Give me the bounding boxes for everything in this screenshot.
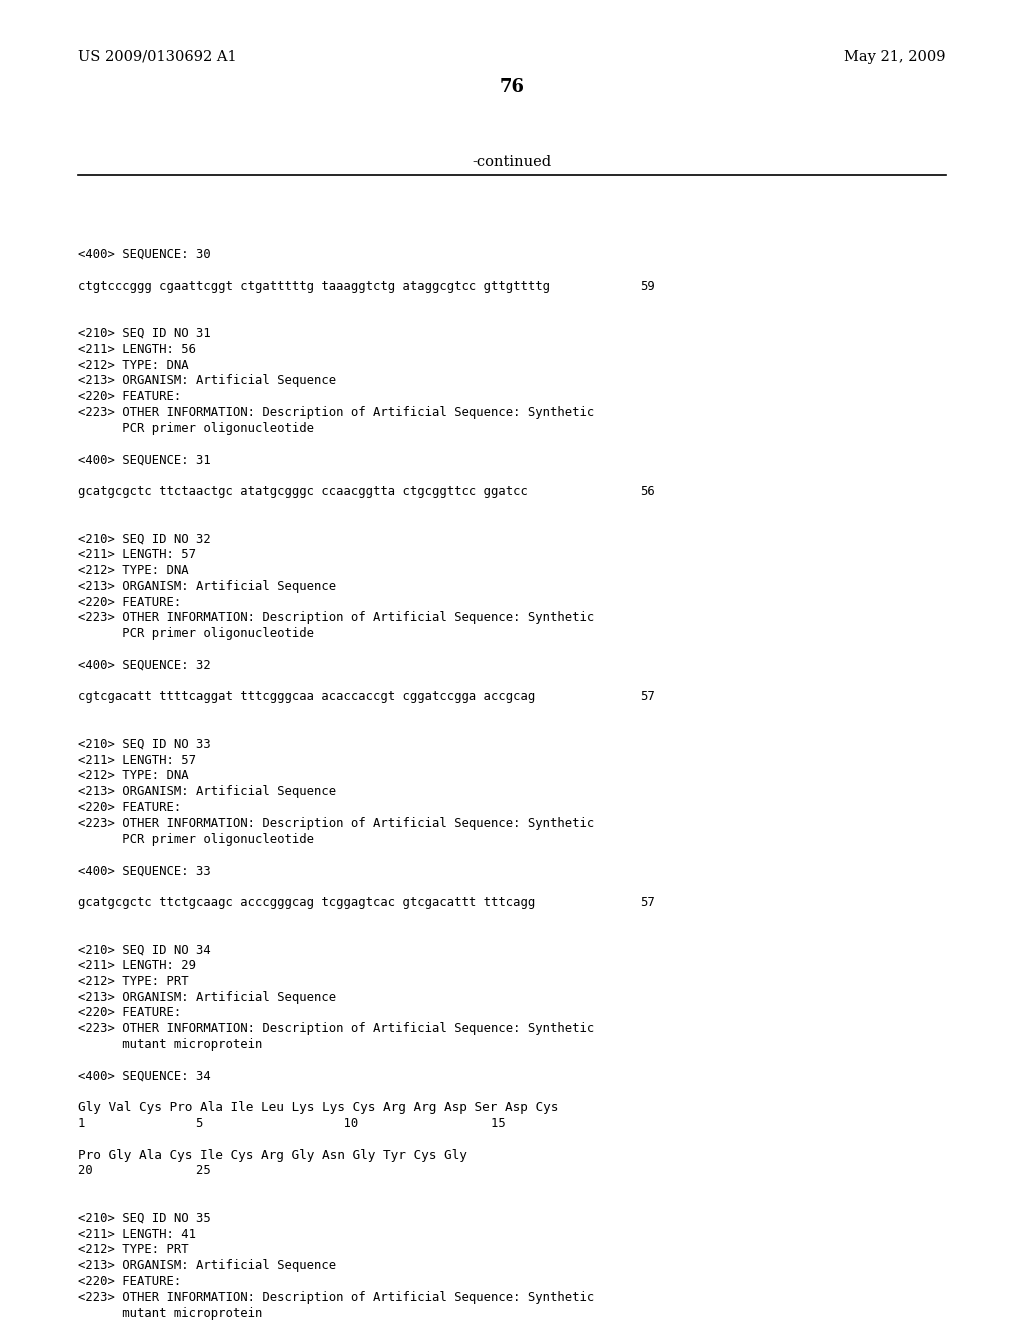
Text: 59: 59 (640, 280, 654, 293)
Text: <400> SEQUENCE: 32: <400> SEQUENCE: 32 (78, 659, 211, 672)
Text: <220> FEATURE:: <220> FEATURE: (78, 1006, 181, 1019)
Text: <211> LENGTH: 57: <211> LENGTH: 57 (78, 548, 196, 561)
Text: ctgtcccggg cgaattcggt ctgatttttg taaaggtctg ataggcgtcc gttgttttg: ctgtcccggg cgaattcggt ctgatttttg taaaggt… (78, 280, 550, 293)
Text: <213> ORGANISM: Artificial Sequence: <213> ORGANISM: Artificial Sequence (78, 990, 336, 1003)
Text: 20              25: 20 25 (78, 1164, 211, 1177)
Text: mutant microprotein: mutant microprotein (78, 1307, 262, 1320)
Text: 76: 76 (500, 78, 524, 96)
Text: <223> OTHER INFORMATION: Description of Artificial Sequence: Synthetic: <223> OTHER INFORMATION: Description of … (78, 1022, 594, 1035)
Text: 1               5                   10                  15: 1 5 10 15 (78, 1117, 506, 1130)
Text: mutant microprotein: mutant microprotein (78, 1038, 262, 1051)
Text: <210> SEQ ID NO 32: <210> SEQ ID NO 32 (78, 532, 211, 545)
Text: <212> TYPE: DNA: <212> TYPE: DNA (78, 564, 188, 577)
Text: Pro Gly Ala Cys Ile Cys Arg Gly Asn Gly Tyr Cys Gly: Pro Gly Ala Cys Ile Cys Arg Gly Asn Gly … (78, 1148, 467, 1162)
Text: <400> SEQUENCE: 33: <400> SEQUENCE: 33 (78, 865, 211, 878)
Text: 57: 57 (640, 690, 654, 704)
Text: PCR primer oligonucleotide: PCR primer oligonucleotide (78, 422, 314, 434)
Text: <400> SEQUENCE: 30: <400> SEQUENCE: 30 (78, 248, 211, 261)
Text: <220> FEATURE:: <220> FEATURE: (78, 801, 181, 814)
Text: <212> TYPE: PRT: <212> TYPE: PRT (78, 974, 188, 987)
Text: <400> SEQUENCE: 34: <400> SEQUENCE: 34 (78, 1069, 211, 1082)
Text: PCR primer oligonucleotide: PCR primer oligonucleotide (78, 833, 314, 846)
Text: <223> OTHER INFORMATION: Description of Artificial Sequence: Synthetic: <223> OTHER INFORMATION: Description of … (78, 407, 594, 418)
Text: <210> SEQ ID NO 35: <210> SEQ ID NO 35 (78, 1212, 211, 1225)
Text: <210> SEQ ID NO 34: <210> SEQ ID NO 34 (78, 944, 211, 956)
Text: <220> FEATURE:: <220> FEATURE: (78, 1275, 181, 1288)
Text: <211> LENGTH: 56: <211> LENGTH: 56 (78, 343, 196, 356)
Text: <400> SEQUENCE: 31: <400> SEQUENCE: 31 (78, 453, 211, 466)
Text: Gly Val Cys Pro Ala Ile Leu Lys Lys Cys Arg Arg Asp Ser Asp Cys: Gly Val Cys Pro Ala Ile Leu Lys Lys Cys … (78, 1101, 558, 1114)
Text: <211> LENGTH: 29: <211> LENGTH: 29 (78, 960, 196, 972)
Text: US 2009/0130692 A1: US 2009/0130692 A1 (78, 50, 237, 63)
Text: 57: 57 (640, 896, 654, 908)
Text: PCR primer oligonucleotide: PCR primer oligonucleotide (78, 627, 314, 640)
Text: <212> TYPE: PRT: <212> TYPE: PRT (78, 1243, 188, 1257)
Text: <211> LENGTH: 41: <211> LENGTH: 41 (78, 1228, 196, 1241)
Text: -continued: -continued (472, 154, 552, 169)
Text: <211> LENGTH: 57: <211> LENGTH: 57 (78, 754, 196, 767)
Text: <210> SEQ ID NO 31: <210> SEQ ID NO 31 (78, 327, 211, 341)
Text: <212> TYPE: DNA: <212> TYPE: DNA (78, 359, 188, 372)
Text: <210> SEQ ID NO 33: <210> SEQ ID NO 33 (78, 738, 211, 751)
Text: <223> OTHER INFORMATION: Description of Artificial Sequence: Synthetic: <223> OTHER INFORMATION: Description of … (78, 611, 594, 624)
Text: <213> ORGANISM: Artificial Sequence: <213> ORGANISM: Artificial Sequence (78, 785, 336, 799)
Text: <220> FEATURE:: <220> FEATURE: (78, 391, 181, 403)
Text: <223> OTHER INFORMATION: Description of Artificial Sequence: Synthetic: <223> OTHER INFORMATION: Description of … (78, 1291, 594, 1304)
Text: <212> TYPE: DNA: <212> TYPE: DNA (78, 770, 188, 783)
Text: gcatgcgctc ttctaactgc atatgcgggc ccaacggtta ctgcggttcc ggatcc: gcatgcgctc ttctaactgc atatgcgggc ccaacgg… (78, 484, 528, 498)
Text: cgtcgacatt ttttcaggat tttcgggcaa acaccaccgt cggatccgga accgcag: cgtcgacatt ttttcaggat tttcgggcaa acaccac… (78, 690, 536, 704)
Text: <220> FEATURE:: <220> FEATURE: (78, 595, 181, 609)
Text: 56: 56 (640, 484, 654, 498)
Text: <213> ORGANISM: Artificial Sequence: <213> ORGANISM: Artificial Sequence (78, 1259, 336, 1272)
Text: <213> ORGANISM: Artificial Sequence: <213> ORGANISM: Artificial Sequence (78, 375, 336, 387)
Text: <213> ORGANISM: Artificial Sequence: <213> ORGANISM: Artificial Sequence (78, 579, 336, 593)
Text: gcatgcgctc ttctgcaagc acccgggcag tcggagtcac gtcgacattt tttcagg: gcatgcgctc ttctgcaagc acccgggcag tcggagt… (78, 896, 536, 908)
Text: <223> OTHER INFORMATION: Description of Artificial Sequence: Synthetic: <223> OTHER INFORMATION: Description of … (78, 817, 594, 830)
Text: May 21, 2009: May 21, 2009 (845, 50, 946, 63)
